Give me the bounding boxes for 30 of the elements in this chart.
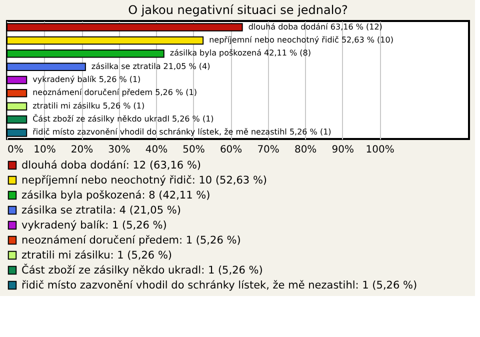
x-tick-label: 10% bbox=[34, 144, 56, 156]
data-label: zásilka byla poškozená 42,11 % (8) bbox=[170, 48, 311, 58]
x-tick-label: 60% bbox=[220, 144, 242, 156]
x-tick-label: 70% bbox=[257, 144, 280, 156]
data-label: řidič místo zazvonění vhodil do schránky lístek, že mě nezastihl 5,26 % (1) bbox=[32, 128, 332, 137]
legend-label: zásilka se ztratila: 4 (21,05 %) bbox=[22, 204, 181, 216]
x-tick-label: 30% bbox=[108, 144, 130, 156]
legend-label: neoznámení doručení předem: 1 (5,26 %) bbox=[22, 234, 241, 246]
x-tick-label: 0% bbox=[8, 144, 24, 156]
data-label: dlouhá doba dodání 63,16 % (12) bbox=[248, 22, 382, 32]
data-label: ztratili mi zásilku 5,26 % (1) bbox=[32, 101, 145, 110]
data-label: neoznámení doručení předem 5,26 % (1) bbox=[32, 88, 197, 98]
chart-title: O jakou negativní situaci se jednalo? bbox=[128, 3, 348, 17]
data-label: vykradený balík 5,26 % (1) bbox=[32, 75, 141, 84]
x-tick-label: 80% bbox=[294, 144, 317, 156]
legend-label: řidič místo zazvonění vhodil do schránky lístek, že mě nezastihl: 1 (5,26 %) bbox=[22, 279, 418, 292]
x-tick-label: 100% bbox=[366, 144, 394, 156]
data-label: Část zboží ze zásilky někdo ukradl 5,26 % (1) bbox=[32, 114, 214, 124]
legend-label: Část zboží ze zásilky někdo ukradl: 1 (5,26 %) bbox=[22, 263, 263, 276]
x-tick-label: 50% bbox=[182, 144, 205, 156]
data-label: nepříjemní nebo neochotný řidič 52,63 % (10) bbox=[209, 35, 394, 44]
legend-label: dlouhá doba dodání: 12 (63,16 %) bbox=[22, 159, 202, 172]
legend-label: ztratili mi zásilku: 1 (5,26 %) bbox=[22, 249, 172, 262]
x-tick-label: 40% bbox=[145, 144, 168, 156]
data-label: zásilka se ztratila 21,05 % (4) bbox=[91, 62, 210, 71]
legend-label: nepříjemní nebo neochotný řidič: 10 (52,63 %) bbox=[22, 174, 268, 186]
x-tick-label: 90% bbox=[332, 144, 354, 156]
legend-label: zásilka byla poškozená: 8 (42,11 %) bbox=[22, 189, 210, 202]
legend-label: vykradený balík: 1 (5,26 %) bbox=[22, 219, 167, 232]
x-tick-label: 20% bbox=[70, 144, 94, 156]
